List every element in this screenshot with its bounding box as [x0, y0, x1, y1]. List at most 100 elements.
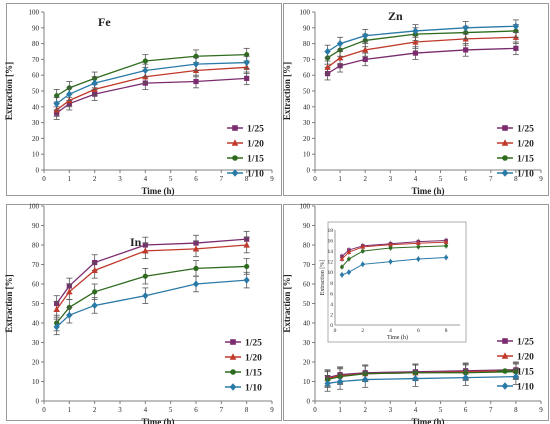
y-axis-label: Extraction [%]: [282, 62, 292, 120]
data-point: [324, 63, 331, 70]
inset-x-tick-label: 4: [389, 328, 392, 334]
data-point: [243, 276, 250, 284]
y-tick-label: 70: [32, 56, 40, 64]
y-tick-label: 60: [303, 281, 311, 289]
y-tick-label: 0: [36, 167, 40, 175]
legend-label: 1/10: [247, 170, 264, 180]
legend-label: 1/10: [245, 384, 262, 394]
chart-title: Zn: [388, 9, 403, 23]
legend: 1/25 1/20 1/15 1/10: [225, 339, 262, 394]
y-tick-label: 10: [303, 151, 311, 159]
x-tick-label: 8: [245, 175, 249, 183]
inset-y-tick-label: 6: [330, 291, 333, 297]
legend-marker: [501, 169, 509, 177]
legend-label: 1/15: [247, 155, 264, 165]
y-tick-label: 60: [32, 281, 40, 289]
data-point: [53, 305, 60, 312]
x-tick-label: 3: [118, 175, 122, 183]
x-tick-label: 2: [363, 175, 367, 183]
data-point: [243, 241, 250, 248]
x-tick-label: 0: [313, 406, 317, 414]
x-tick-label: 9: [270, 175, 274, 183]
legend-label: 1/15: [517, 368, 534, 378]
x-tick-label: 8: [514, 175, 518, 183]
y-tick-label: 20: [303, 359, 311, 367]
data-point: [337, 63, 343, 69]
x-tick-label: 9: [270, 406, 274, 414]
x-tick-label: 4: [144, 175, 148, 183]
x-axis-label: Time (h): [141, 417, 174, 424]
inset-y-axis-label: Extraction [%]: [320, 260, 326, 295]
data-point: [192, 245, 200, 252]
x-tick-label: 5: [169, 175, 173, 183]
data-point: [412, 374, 419, 383]
data-point: [462, 374, 469, 382]
y-axis-label: Extraction [%]: [4, 274, 14, 332]
inset-x-tick-label: 8: [445, 328, 448, 334]
x-tick-label: 1: [68, 406, 72, 414]
y-tick-label: 100: [29, 203, 40, 211]
data-point: [244, 75, 250, 81]
legend-marker: [229, 383, 237, 391]
x-tick-label: 1: [338, 175, 342, 183]
inset-data-point: [339, 272, 345, 278]
data-point: [362, 375, 369, 384]
inset-x-tick-label: 2: [361, 328, 364, 334]
legend: 1/25 1/20 1/15 1/10: [497, 338, 534, 393]
y-tick-label: 40: [303, 103, 311, 111]
data-point: [243, 58, 250, 67]
data-point: [412, 50, 419, 56]
y-tick-label: 40: [32, 103, 40, 111]
y-tick-label: 0: [36, 398, 40, 406]
y-tick-label: 90: [303, 222, 311, 230]
y-tick-label: 70: [32, 261, 40, 269]
data-point: [53, 323, 60, 331]
y-tick-label: 70: [303, 56, 311, 64]
x-tick-label: 4: [414, 406, 418, 414]
inset-y-tick-label: 14: [328, 249, 334, 255]
x-tick-label: 5: [439, 406, 443, 414]
inset-y-tick-label: 12: [328, 260, 334, 266]
inset-data-point: [416, 245, 421, 249]
series-line: [56, 61, 247, 105]
chart-panel-zn: 0 10 20 30 40 50 60 70 80 90 100 0 1 2 3 4 5 6 7 8 9 Time (h)…: [282, 3, 549, 196]
y-tick-label: 10: [32, 151, 40, 159]
x-tick-label: 2: [363, 406, 367, 414]
y-axis-label: Extraction [%]: [282, 274, 292, 332]
y-tick-label: 10: [32, 378, 40, 386]
legend-label: 1/25: [247, 125, 264, 135]
data-point: [193, 265, 199, 271]
x-tick-label: 4: [144, 406, 148, 414]
series-1-10: [53, 271, 250, 336]
x-tick-label: 4: [414, 175, 418, 183]
y-tick-label: 30: [32, 119, 40, 127]
data-point: [362, 32, 369, 40]
data-point: [142, 66, 149, 75]
x-tick-label: 7: [220, 175, 224, 183]
data-point: [142, 58, 148, 64]
data-point: [463, 47, 469, 53]
inset-data-point: [340, 265, 344, 269]
x-tick-label: 1: [338, 406, 342, 414]
legend-label: 1/10: [517, 383, 534, 393]
y-tick-label: 50: [303, 88, 311, 96]
chart-title: Fe: [98, 15, 111, 29]
x-tick-label: 2: [93, 175, 97, 183]
legend-label: 1/25: [517, 338, 534, 348]
series-line: [56, 244, 247, 310]
data-point: [192, 60, 200, 68]
y-tick-label: 10: [303, 378, 311, 386]
series-line: [56, 279, 247, 328]
x-tick-label: 7: [220, 406, 224, 414]
legend-marker: [230, 369, 236, 375]
data-point: [192, 280, 200, 288]
y-tick-label: 50: [32, 88, 40, 96]
y-tick-label: 100: [300, 9, 311, 17]
data-point: [193, 78, 199, 85]
x-tick-label: 6: [194, 175, 198, 183]
data-point: [462, 24, 469, 32]
data-point: [512, 22, 519, 30]
data-point: [92, 289, 98, 295]
legend: 1/25 1/20 1/15 1/10: [227, 125, 264, 180]
